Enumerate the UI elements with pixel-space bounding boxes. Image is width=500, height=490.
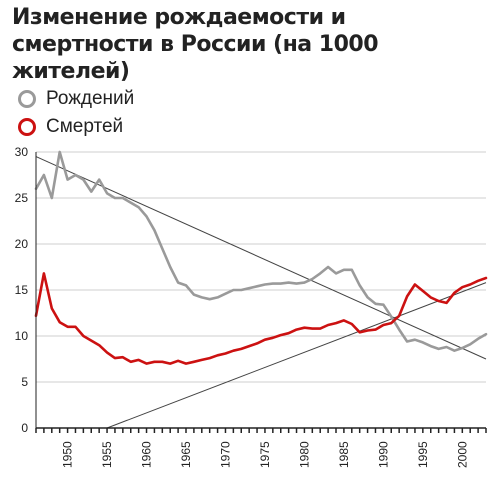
x-tick-label: 1970 bbox=[218, 441, 232, 468]
x-tick-label: 1985 bbox=[337, 441, 351, 468]
y-tick-label: 25 bbox=[15, 191, 29, 205]
series-line-deaths bbox=[34, 272, 488, 365]
y-axis-ticks: 0 5 10 15 20 25 30 bbox=[15, 145, 29, 435]
y-tick-label: 30 bbox=[15, 145, 29, 159]
legend-marker-deaths bbox=[18, 118, 36, 136]
chart-title: Изменение рождаемости и смертности в Рос… bbox=[12, 5, 379, 84]
legend-marker-births bbox=[18, 90, 36, 108]
series-lines bbox=[34, 150, 488, 365]
trend-line-births bbox=[35, 156, 487, 360]
x-tick-label: 1960 bbox=[140, 441, 154, 468]
x-tick-label: 1975 bbox=[258, 441, 272, 468]
x-tick-label: 1965 bbox=[179, 441, 193, 468]
legend-label-deaths: Смертей bbox=[46, 116, 124, 137]
y-tick-label: 15 bbox=[15, 283, 29, 297]
y-tick-label: 5 bbox=[21, 375, 28, 389]
legend-item-deaths: Смертей bbox=[18, 116, 123, 138]
x-tick-label: 2000 bbox=[455, 441, 469, 468]
x-tick-label: 1995 bbox=[416, 441, 430, 468]
y-tick-label: 20 bbox=[15, 237, 29, 251]
legend-item-births: Рождений bbox=[18, 88, 134, 110]
axes bbox=[35, 152, 487, 433]
series-line-births bbox=[34, 150, 488, 353]
x-tick-label: 1990 bbox=[376, 441, 390, 468]
y-tick-label: 0 bbox=[21, 421, 28, 435]
x-tick-label: 1955 bbox=[100, 441, 114, 468]
y-tick-label: 10 bbox=[15, 329, 29, 343]
x-tick-label: 1950 bbox=[61, 441, 75, 468]
x-tick-label: 1980 bbox=[297, 441, 311, 468]
trend-line-deaths bbox=[106, 282, 487, 429]
x-axis-ticks: 1950 1955 1960 1965 1970 1975 1980 1985 1990 1995… bbox=[61, 441, 470, 468]
legend-label-births: Рождений bbox=[46, 88, 135, 109]
trend-lines bbox=[35, 156, 487, 429]
